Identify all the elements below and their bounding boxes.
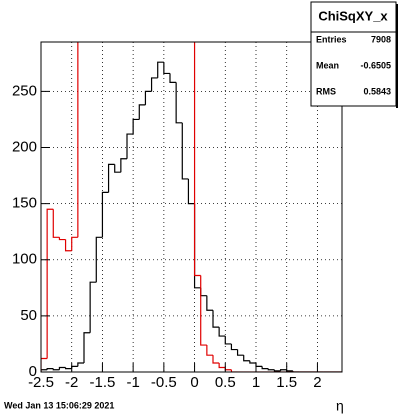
x-tick-label: -2.5 (28, 374, 54, 391)
histogram-bin (107, 163, 115, 193)
histogram-bin (52, 209, 60, 238)
stats-value: 0.5843 (363, 86, 391, 96)
stats-shadow (396, 4, 398, 108)
x-tick-label: -2 (65, 374, 78, 391)
histogram-bin (41, 357, 48, 372)
histogram-bin (150, 77, 158, 92)
histogram-bin (175, 82, 183, 124)
y-tick-label: 50 (20, 307, 37, 324)
histogram-bin (132, 118, 140, 135)
histogram-bin (52, 368, 60, 371)
y-tick-label: 250 (12, 82, 37, 99)
stats-label: Entries (316, 34, 347, 44)
stats-value: 7908 (371, 34, 391, 44)
y-tick-label: 0 (29, 363, 37, 380)
histogram-bin (218, 363, 226, 369)
histogram-bin (212, 310, 220, 328)
x-tick-label: 1.5 (276, 374, 297, 391)
histogram-bin (71, 236, 78, 251)
histogram-bin (279, 369, 287, 371)
x-tick-label: 0.5 (215, 374, 236, 391)
stats-box: ChiSqXY_x (310, 1, 398, 108)
histogram-bin (89, 281, 97, 333)
histogram-bin (77, 362, 84, 367)
histogram-bin (101, 191, 109, 238)
plot-area (41, 42, 342, 372)
histogram-bin (58, 366, 66, 370)
histogram-bin (120, 158, 127, 173)
histogram-bin (206, 295, 213, 311)
histogram-bin (261, 366, 269, 370)
x-tick-label: 1 (252, 374, 260, 391)
histogram-bin (212, 355, 220, 364)
histogram-bin (200, 275, 207, 346)
histogram-bin (126, 133, 134, 159)
histogram-bin (292, 370, 299, 372)
histogram-bin (206, 345, 213, 356)
stats-label: Mean (316, 60, 339, 70)
x-axis-label: η (336, 398, 344, 414)
histogram-bin (243, 355, 250, 362)
stats-label: RMS (316, 86, 336, 96)
x-tick-label: -1.5 (89, 374, 115, 391)
histogram-bin (187, 178, 195, 205)
x-tick-label: 0 (190, 374, 198, 391)
histogram-bin (64, 239, 72, 252)
histogram-bin (236, 349, 244, 356)
histogram-bin (230, 369, 238, 372)
timestamp: Wed Jan 13 15:06:29 2021 (4, 400, 114, 410)
histogram-bin (157, 61, 164, 78)
frame (40, 41, 343, 373)
histogram-bin (163, 62, 170, 75)
histogram-bin (83, 332, 91, 364)
stats-value: -0.6505 (360, 60, 391, 70)
histogram-bin (58, 237, 66, 241)
histogram-bin (138, 104, 146, 120)
histogram-bin (193, 42, 201, 277)
x-tick-label: 2 (313, 374, 321, 391)
y-tick-label: 150 (12, 195, 37, 212)
histogram-bin (224, 336, 232, 345)
histogram-bin (169, 73, 177, 84)
histogram-bin (114, 164, 121, 173)
stats-border (310, 1, 397, 107)
x-tick-label: -1 (126, 374, 139, 391)
y-tick-label: 100 (12, 251, 37, 268)
x-tick-label: -0.5 (151, 374, 177, 391)
histogram-bin (267, 368, 275, 371)
histogram-bin (249, 360, 256, 364)
histogram-bin (41, 369, 48, 372)
histogram-bin (46, 368, 54, 370)
y-tick-label: 200 (12, 138, 37, 155)
histogram-bin (46, 208, 54, 359)
histogram-bin (181, 122, 189, 180)
histogram-bin (64, 367, 72, 370)
histogram-bin (273, 369, 281, 372)
stats-title: ChiSqXY_x (318, 8, 388, 23)
histogram-bin (144, 90, 152, 105)
histogram-bin (77, 42, 79, 238)
histogram-bin (95, 236, 103, 283)
histogram-bin (230, 343, 238, 351)
histogram-bin (218, 327, 226, 337)
